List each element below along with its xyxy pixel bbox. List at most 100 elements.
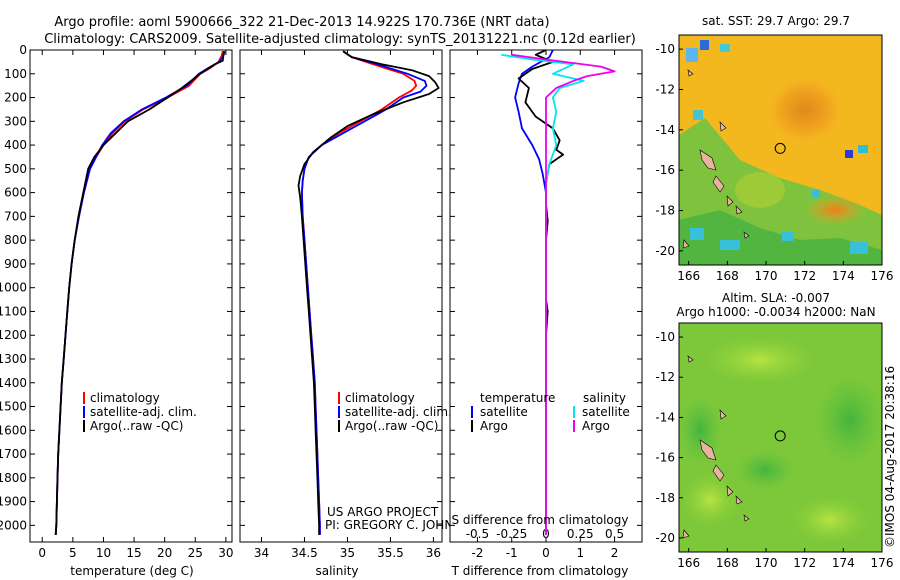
sla-map-frame <box>678 322 883 553</box>
x-tick-label: 5 <box>69 546 77 560</box>
map-x-tick-label: 172 <box>793 269 816 283</box>
map-y-tick-label: -14 <box>655 410 675 424</box>
map-x-tick-label: 176 <box>871 556 894 570</box>
map-y-tick-label: -20 <box>655 244 675 258</box>
y-tick-label: 0 <box>19 43 27 57</box>
credit-pi: PI: GREGORY C. JOHNSON <box>325 518 479 532</box>
temperature-legend: climatology satellite-adj. clim. Argo(..… <box>83 391 197 433</box>
argo-float-marker <box>774 430 786 442</box>
y-tick-label: 700 <box>4 209 27 223</box>
x-tick-label: 10 <box>96 546 111 560</box>
map-x-tick-label: 168 <box>716 556 739 570</box>
sst-map-title: sat. SST: 29.7 Argo: 29.7 <box>702 14 850 28</box>
salinity-lines <box>297 50 440 535</box>
difference-xlabel: T difference from climatology <box>451 564 629 578</box>
salinity-panel: 34 34.5 35 35.5 36 climatology satellite-adj… <box>239 49 479 578</box>
sst-map-panel: sat. SST: 29.7 Argo: 29.7 <box>655 14 893 283</box>
difference-lines <box>501 49 616 535</box>
x-tick-label: -1 <box>506 546 518 560</box>
temperature-axes: 0 5 10 15 20 25 300100200300400500600700800900… <box>0 43 234 560</box>
y-tick-label: 1500 <box>0 400 27 414</box>
temperature-panel: 0 5 10 15 20 25 300100200300400500600700800900… <box>0 43 234 578</box>
y-tick-label: 100 <box>4 67 27 81</box>
x-tick-label: 0 <box>542 546 550 560</box>
sla-map-subtitle: Argo h1000: -0.0034 h2000: NaN <box>676 305 875 319</box>
x-tick-label: 34 <box>254 546 269 560</box>
legend-header-temperature: temperature <box>480 391 555 405</box>
map-y-tick-label: -16 <box>655 451 675 465</box>
map-x-tick-label: 174 <box>832 269 855 283</box>
argo-float-marker <box>774 142 786 154</box>
legend-label-climatology: climatology <box>345 391 415 405</box>
difference-panel: -2 -1 0 1 2-0.5 -0.25 0 0.25 0.5 temperature sal… <box>449 49 643 578</box>
series-line-argo-raw-qc <box>297 50 440 535</box>
map-y-tick-label: -12 <box>655 82 675 96</box>
y-tick-label: 1600 <box>0 423 27 437</box>
y-tick-label: 1800 <box>0 471 27 485</box>
y-tick-label: 900 <box>4 257 27 271</box>
legend-label-sal-argo: Argo <box>582 419 610 433</box>
salinity-plot-frame <box>239 49 443 543</box>
sst-map-image <box>679 35 882 265</box>
legend-label-argo: Argo(..raw -QC) <box>90 419 183 433</box>
y-tick-label: 200 <box>4 91 27 105</box>
temperature-plot-frame <box>29 49 233 543</box>
temperature-xlabel: temperature (deg C) <box>70 564 193 578</box>
map-x-tick-label: 168 <box>716 269 739 283</box>
series-line-argo-raw-qc <box>54 51 225 535</box>
map-x-tick-label: 166 <box>677 556 700 570</box>
map-y-tick-label: -16 <box>655 163 675 177</box>
y-tick-label: 1000 <box>0 281 27 295</box>
y-tick-label: 1300 <box>0 352 27 366</box>
y-tick-label: 500 <box>4 162 27 176</box>
legend-header-salinity: salinity <box>583 391 626 405</box>
difference-xlabel-salinity: S difference from climatology <box>452 513 629 527</box>
credit-project: US ARGO PROJECT <box>327 505 439 519</box>
y-tick-label: 800 <box>4 233 27 247</box>
map-y-tick-label: -18 <box>655 204 675 218</box>
legend-label-satellite: satellite-adj. clim. <box>90 405 197 419</box>
x-tick-label: 35.5 <box>377 546 404 560</box>
map-x-tick-label: 174 <box>832 556 855 570</box>
legend-label-satellite: satellite-adj. clim. <box>345 405 452 419</box>
y-tick-label: 1900 <box>0 495 27 509</box>
x-tick-label-secondary: -0.5 <box>466 527 489 541</box>
difference-axes: -2 -1 0 1 2-0.5 -0.25 0 0.25 0.5 <box>450 49 642 560</box>
map-y-tick-label: -20 <box>655 531 675 545</box>
legend-label-argo: Argo(..raw -QC) <box>345 419 438 433</box>
map-y-tick-label: -12 <box>655 370 675 384</box>
x-tick-label: 1 <box>576 546 584 560</box>
y-tick-label: 1100 <box>0 304 27 318</box>
figure-title-line2: Climatology: CARS2009. Satellite-adjuste… <box>44 32 636 47</box>
y-tick-label: 300 <box>4 114 27 128</box>
x-tick-label: 36 <box>426 546 441 560</box>
y-tick-label: 400 <box>4 138 27 152</box>
imos-timestamp: ©IMOS 04-Aug-2017 20:38:16 <box>883 366 897 548</box>
legend-label-climatology: climatology <box>90 391 160 405</box>
x-tick-label: 0 <box>38 546 46 560</box>
sla-map-title: Altim. SLA: -0.007 <box>722 291 830 305</box>
legend-label-temp-argo: Argo <box>480 419 508 433</box>
y-tick-label: 2000 <box>0 518 27 532</box>
x-tick-label: 2 <box>611 546 619 560</box>
x-tick-label: 20 <box>157 546 172 560</box>
x-tick-label-secondary: 0.25 <box>567 527 594 541</box>
map-x-tick-label: 172 <box>793 556 816 570</box>
x-tick-label-secondary: 0.5 <box>605 527 624 541</box>
x-tick-label: -2 <box>471 546 483 560</box>
map-x-tick-label: 166 <box>677 269 700 283</box>
sla-map-axes: 166 168 170 172 174 176 -10 -12 -14 -16 -18 -20 <box>655 330 893 570</box>
salinity-legend: climatology satellite-adj. clim. Argo(..… <box>338 391 452 433</box>
sla-map-panel: Altim. SLA: -0.007 Argo h1000: -0.0034 h… <box>655 291 893 570</box>
sla-map-image <box>679 323 882 552</box>
y-tick-label: 1200 <box>0 328 27 342</box>
map-x-tick-label: 170 <box>755 269 778 283</box>
x-tick-label: 25 <box>188 546 203 560</box>
salinity-axes: 34 34.5 35 35.5 36 <box>240 49 442 560</box>
map-y-tick-label: -14 <box>655 123 675 137</box>
x-tick-label: 30 <box>218 546 233 560</box>
map-x-tick-label: 176 <box>871 269 894 283</box>
difference-legend: temperature salinity satellite Argo sate… <box>471 391 630 433</box>
temperature-lines <box>54 50 226 535</box>
